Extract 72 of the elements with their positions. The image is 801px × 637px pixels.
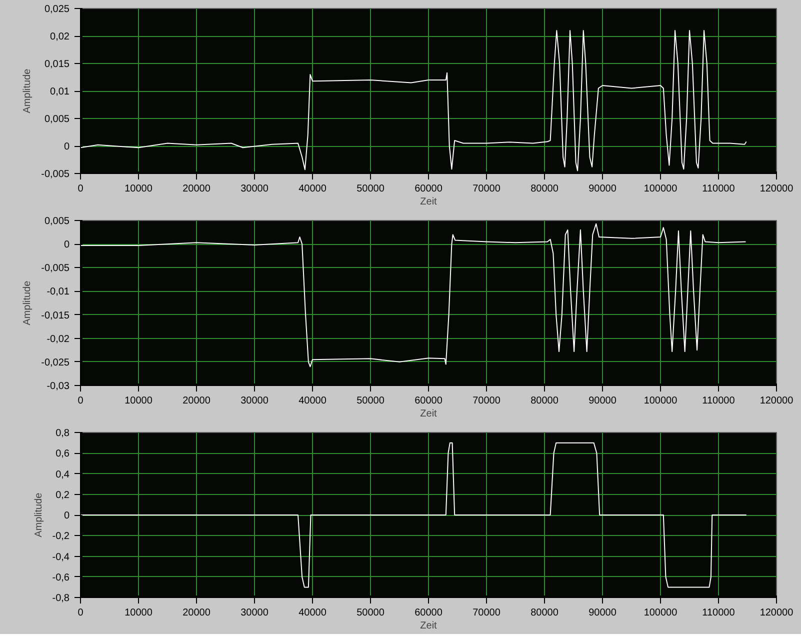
y-tick-label: -0,005 xyxy=(41,263,70,274)
y-tick-label: -0,2 xyxy=(52,531,70,542)
x-tick-label: 60000 xyxy=(414,608,443,618)
x-tick-label: 100000 xyxy=(644,184,678,194)
x-tick-label: 10000 xyxy=(124,184,153,194)
y-tick-label: 0,025 xyxy=(44,4,70,15)
x-tick-label: 0 xyxy=(78,396,84,406)
y-tick-label: 0,015 xyxy=(44,59,70,70)
y-tick-label: -0,6 xyxy=(52,572,70,584)
y-tick-label: -0,8 xyxy=(52,593,70,604)
y-tick-label: 0,4 xyxy=(56,469,70,480)
x-tick-label: 110000 xyxy=(702,396,736,406)
x-axis-title: Zeit xyxy=(420,196,438,208)
y-tick-label: 0,2 xyxy=(56,490,70,501)
x-tick-label: 20000 xyxy=(182,396,211,406)
x-tick-label: 30000 xyxy=(240,608,269,618)
x-tick-label: 100000 xyxy=(644,396,678,406)
y-tick-label: -0,03 xyxy=(46,381,70,392)
x-tick-label: 40000 xyxy=(298,184,327,194)
x-tick-label: 90000 xyxy=(588,396,617,406)
x-tick-label: 50000 xyxy=(356,396,385,406)
x-axis-title: Zeit xyxy=(420,620,438,632)
y-tick-label: -0,02 xyxy=(46,334,70,345)
x-tick-label: 120000 xyxy=(760,184,794,194)
y-tick-label: 0,005 xyxy=(44,216,70,227)
x-tick-label: 80000 xyxy=(530,184,559,194)
y-tick-label: -0,005 xyxy=(41,169,70,180)
x-tick-label: 90000 xyxy=(588,608,617,618)
x-tick-label: 50000 xyxy=(356,608,385,618)
x-tick-label: 30000 xyxy=(240,184,269,194)
x-tick-label: 0 xyxy=(78,184,84,194)
x-tick-label: 20000 xyxy=(182,184,211,194)
x-axis-title: Zeit xyxy=(420,408,438,420)
y-tick-label: -0,4 xyxy=(52,552,70,563)
line-series xyxy=(80,223,746,368)
x-tick-label: 40000 xyxy=(298,396,327,406)
x-tick-label: 60000 xyxy=(414,184,443,194)
line-series xyxy=(80,442,747,588)
x-tick-label: 50000 xyxy=(356,184,385,194)
x-tick-label: 110000 xyxy=(702,608,736,618)
y-tick-label: 0 xyxy=(64,142,70,152)
x-tick-label: 20000 xyxy=(182,608,211,618)
y-tick-label: 0,6 xyxy=(56,448,70,460)
y-tick-label: -0,015 xyxy=(41,310,70,322)
y-tick-label: -0,025 xyxy=(41,357,70,368)
x-tick-label: 30000 xyxy=(240,396,269,406)
y-tick-label: 0 xyxy=(64,510,70,522)
y-axis-title: Amplitude xyxy=(33,492,44,538)
y-tick-label: 0,01 xyxy=(50,86,70,98)
x-tick-label: 80000 xyxy=(530,396,559,406)
x-tick-label: 40000 xyxy=(298,608,327,618)
y-axis-title: Amplitude xyxy=(22,68,34,114)
x-tick-label: 110000 xyxy=(702,184,736,194)
x-tick-label: 100000 xyxy=(644,608,678,618)
y-tick-label: 0,02 xyxy=(50,32,70,42)
x-tick-label: 80000 xyxy=(530,608,559,618)
x-tick-label: 10000 xyxy=(124,396,153,406)
x-tick-label: 60000 xyxy=(414,396,443,406)
y-axis-title: Amplitude xyxy=(22,280,34,326)
line-series xyxy=(80,30,747,172)
x-tick-label: 0 xyxy=(78,608,84,618)
y-tick-label: -0,01 xyxy=(46,286,70,298)
y-tick-label: 0,005 xyxy=(44,114,70,125)
y-tick-label: 0,8 xyxy=(56,428,70,439)
x-tick-label: 120000 xyxy=(760,396,794,406)
x-tick-label: 10000 xyxy=(124,608,153,618)
x-tick-label: 70000 xyxy=(472,184,501,194)
x-tick-label: 70000 xyxy=(472,396,501,406)
x-tick-label: 120000 xyxy=(760,608,794,618)
x-tick-label: 90000 xyxy=(588,184,617,194)
x-tick-label: 70000 xyxy=(472,608,501,618)
y-tick-label: 0 xyxy=(64,240,70,251)
